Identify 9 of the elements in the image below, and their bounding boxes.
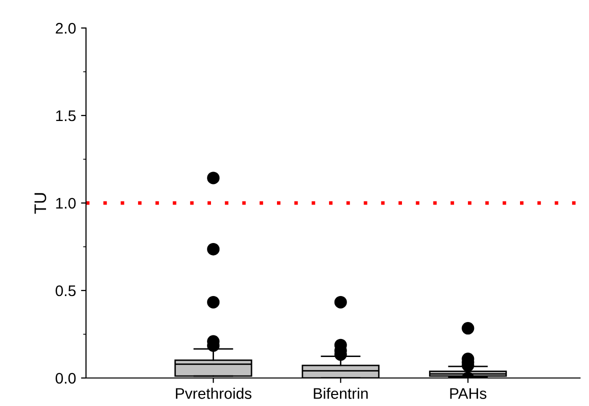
y-tick-label: 1.0 [56, 198, 76, 209]
y-axis-title: TU [34, 193, 46, 214]
x-tick-label: Bifentrin [314, 388, 368, 399]
y-tick-label: 0.0 [56, 372, 76, 384]
x-tick-label: PAHs [450, 388, 486, 399]
y-tick-label: 0.5 [56, 285, 76, 296]
x-tick-label: Pvrethroids [176, 388, 252, 399]
y-tick-label: 1.5 [56, 110, 76, 122]
y-tick-label: 2.0 [56, 22, 76, 34]
